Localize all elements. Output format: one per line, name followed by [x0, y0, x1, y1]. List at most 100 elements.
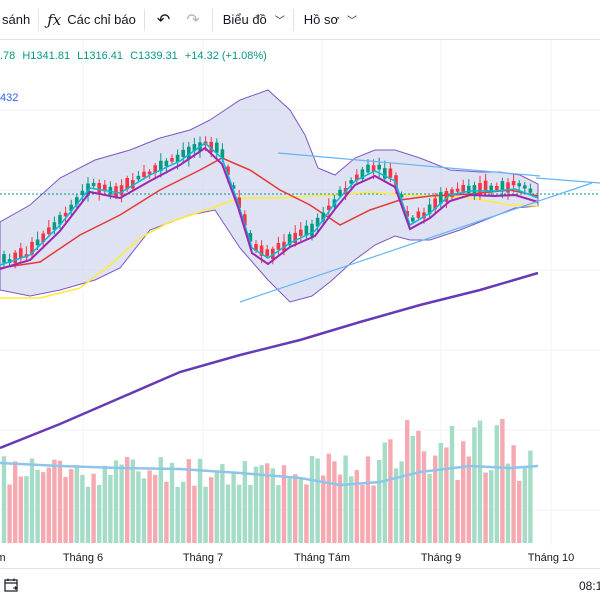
chevron-down-icon: ﹀	[274, 16, 285, 27]
volume-bar	[108, 474, 113, 543]
volume-bar	[181, 481, 186, 543]
price-chart[interactable]	[0, 40, 600, 568]
candle-body	[523, 185, 527, 189]
candle-body	[315, 217, 320, 227]
volume-bar	[13, 461, 18, 543]
candle-body	[52, 222, 57, 230]
compare-button[interactable]: sánh	[0, 0, 38, 39]
volume-bar	[242, 461, 247, 543]
volume-bar	[466, 456, 471, 543]
volume-bar	[360, 484, 365, 543]
candle-body	[254, 244, 258, 251]
candle-body	[136, 175, 141, 180]
volume-bar	[421, 451, 427, 543]
candle-body	[209, 141, 213, 153]
candle-body	[181, 149, 185, 157]
profile-menu-button[interactable]: Hồ sơ ﹀	[294, 0, 365, 39]
candle-body	[147, 171, 152, 175]
trendline-upper-ext	[535, 177, 600, 184]
candle-body	[439, 192, 443, 204]
volume-bar	[433, 455, 438, 543]
chart-menu-label: Biểu đồ	[222, 12, 267, 27]
ma-200-line	[0, 271, 539, 450]
candle-body	[411, 217, 415, 222]
candle-body	[467, 185, 471, 194]
volume-bar	[214, 471, 219, 543]
volume-bar	[326, 453, 331, 543]
volume-bar	[147, 470, 152, 543]
candle-body	[175, 154, 180, 163]
time-axis-label: Tháng 7	[182, 552, 224, 564]
volume-bar	[97, 485, 102, 543]
chevron-down-icon: ﹀	[347, 16, 358, 27]
volume-bar	[393, 468, 399, 543]
candle-body	[170, 158, 174, 162]
volume-bar	[52, 459, 57, 543]
candle-body	[91, 182, 96, 187]
candle-body	[360, 169, 365, 179]
volume-bar	[41, 472, 46, 543]
candle-body	[517, 183, 521, 187]
volume-bar	[332, 461, 337, 543]
redo-icon[interactable]: ↷	[186, 11, 200, 29]
volume-bar	[472, 427, 477, 543]
undo-icon[interactable]: ↶	[156, 11, 171, 29]
candle-body	[416, 211, 421, 218]
volume-bar	[522, 467, 527, 543]
legend-close: C1339.31	[130, 50, 178, 62]
profile-menu-label: Hồ sơ	[303, 12, 340, 27]
volume-bar	[444, 447, 449, 543]
volume-bar	[427, 474, 432, 543]
candle-body	[103, 184, 107, 192]
candle-body	[41, 233, 45, 242]
candle-body	[399, 194, 404, 198]
toolbar-divider	[143, 8, 145, 31]
volume-bar	[399, 461, 404, 543]
volume-bar	[500, 419, 505, 543]
candle-body	[383, 168, 387, 179]
volume-bar	[24, 476, 29, 543]
volume-bar	[388, 439, 393, 543]
ma-slow-line	[0, 157, 539, 269]
volume-bar	[483, 472, 488, 543]
volume-bar	[7, 484, 12, 543]
indicators-button[interactable]: ƒx Các chỉ báo	[39, 0, 144, 39]
candle-body	[164, 160, 169, 167]
candle-body	[142, 171, 146, 177]
candle-body	[327, 205, 331, 211]
volume-bar	[130, 459, 135, 543]
volume-bar	[141, 478, 147, 543]
calendar-range-icon[interactable]	[4, 578, 20, 595]
volume-bar	[136, 471, 141, 543]
candle-body	[215, 142, 219, 153]
candle-body	[461, 185, 465, 193]
clock-time: 08:1	[579, 579, 600, 593]
candle-body	[394, 175, 398, 188]
candle-body	[338, 189, 342, 197]
candle-body	[483, 180, 488, 192]
candle-body	[248, 233, 253, 242]
candle-body	[455, 188, 460, 192]
candle-body	[97, 183, 101, 193]
candle-body	[310, 223, 314, 237]
volume-bar	[80, 475, 85, 543]
chart-menu-button[interactable]: Biểu đồ ﹀	[213, 0, 293, 39]
candle-body	[478, 183, 482, 196]
volume-bar	[175, 486, 180, 543]
volume-bar	[57, 460, 63, 543]
volume-bar	[113, 460, 119, 543]
time-axis-label: Tháng 9	[420, 552, 462, 564]
volume-ma-line	[0, 461, 539, 487]
toolbar-divider	[292, 8, 294, 31]
candle-body	[500, 181, 505, 191]
volume-bar	[158, 457, 163, 543]
undo-redo-group: ↶ ↷	[145, 10, 212, 30]
volume-bar	[321, 475, 326, 543]
volume-bar	[298, 479, 303, 543]
volume-bar	[192, 485, 197, 543]
ma-mid-line	[0, 146, 539, 270]
volume-bar	[309, 456, 315, 543]
candle-body	[377, 164, 381, 170]
candle-body	[69, 204, 73, 211]
volume-bar	[315, 458, 320, 543]
